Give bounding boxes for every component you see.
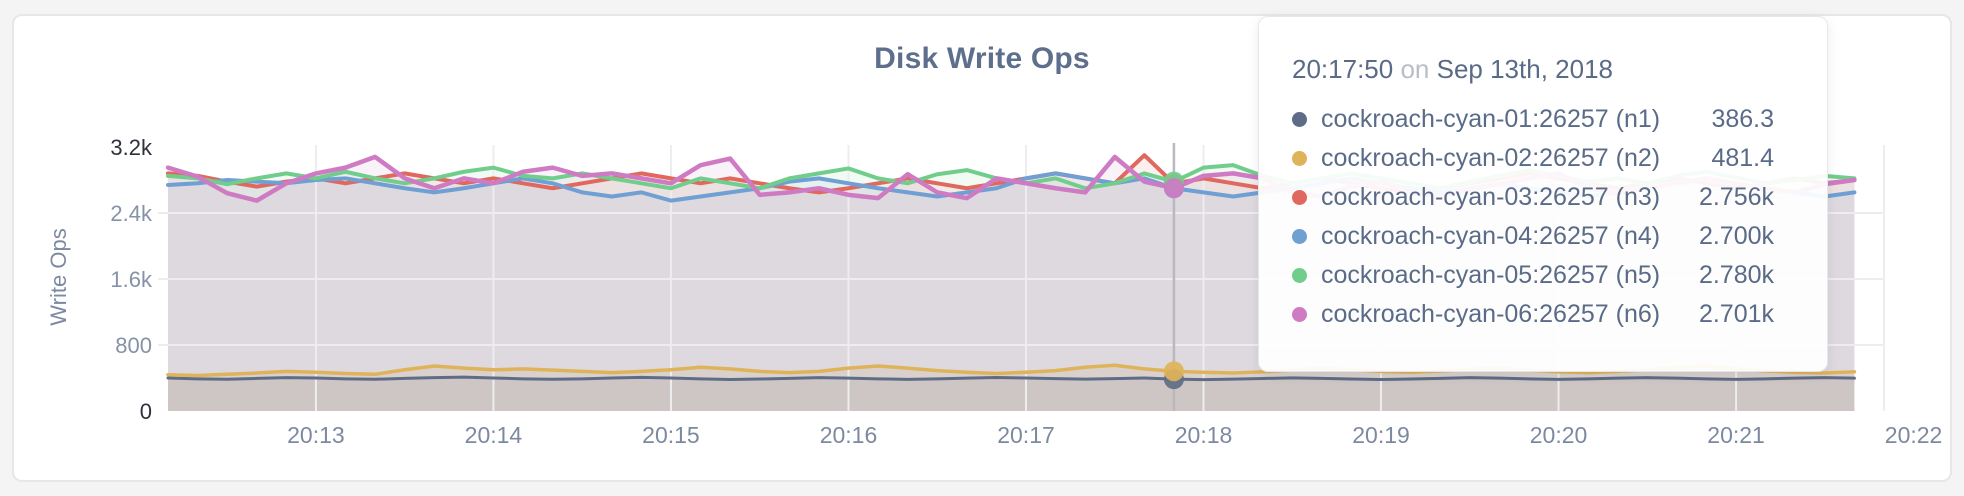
series-color-dot-icon — [1292, 112, 1307, 127]
series-color-dot-icon — [1292, 268, 1307, 283]
series-value: 2.780k — [1698, 261, 1774, 289]
svg-text:20:15: 20:15 — [642, 422, 700, 448]
svg-text:20:14: 20:14 — [465, 422, 523, 448]
tooltip-time: 20:17:50 — [1292, 54, 1394, 84]
x-axis-labels: 20:13 20:14 20:15 20:16 20:17 20:18 20:19 20:20… — [287, 422, 1942, 448]
tooltip-series-list: cockroach-cyan-01:26257 (n1) 386.3 cockr… — [1292, 100, 1774, 334]
y-axis-labels: 3.2k 2.4k 1.6k 800 0 — [110, 135, 153, 424]
tooltip-series-row: cockroach-cyan-02:26257 (n2) 481.4 — [1292, 139, 1774, 178]
series-label: cockroach-cyan-01:26257 (n1) — [1321, 105, 1661, 133]
series-value: 2.756k — [1698, 183, 1774, 211]
hover-point-dot — [1163, 361, 1184, 382]
tooltip-series-row: cockroach-cyan-04:26257 (n4) 2.700k — [1292, 217, 1774, 256]
series-color-dot-icon — [1292, 151, 1307, 166]
svg-text:20:19: 20:19 — [1352, 422, 1410, 448]
tooltip-connector: on — [1400, 54, 1430, 84]
series-label: cockroach-cyan-03:26257 (n3) — [1321, 183, 1661, 211]
svg-text:20:20: 20:20 — [1530, 422, 1588, 448]
svg-text:800: 800 — [115, 333, 152, 358]
series-label: cockroach-cyan-02:26257 (n2) — [1321, 144, 1661, 172]
svg-text:20:22: 20:22 — [1885, 422, 1943, 448]
series-color-dot-icon — [1292, 307, 1307, 322]
series-value: 481.4 — [1711, 144, 1774, 172]
svg-text:20:21: 20:21 — [1707, 422, 1765, 448]
tooltip-series-row: cockroach-cyan-06:26257 (n6) 2.701k — [1292, 295, 1774, 334]
tooltip-series-row: cockroach-cyan-03:26257 (n3) 2.756k — [1292, 178, 1774, 217]
svg-text:2.4k: 2.4k — [110, 201, 153, 226]
svg-text:1.6k: 1.6k — [110, 267, 153, 292]
chart-title: Disk Write Ops — [874, 42, 1090, 75]
series-value: 2.701k — [1698, 300, 1774, 328]
tooltip-series-row: cockroach-cyan-05:26257 (n5) 2.780k — [1292, 256, 1774, 295]
series-label: cockroach-cyan-04:26257 (n4) — [1321, 222, 1661, 250]
series-label: cockroach-cyan-06:26257 (n6) — [1321, 300, 1661, 328]
tooltip-series-row: cockroach-cyan-01:26257 (n1) 386.3 — [1292, 100, 1774, 139]
svg-text:3.2k: 3.2k — [110, 135, 153, 160]
hover-tooltip: 20:17:50 on Sep 13th, 2018 cockroach-cya… — [1258, 16, 1828, 372]
svg-text:20:18: 20:18 — [1175, 422, 1233, 448]
series-color-dot-icon — [1292, 229, 1307, 244]
series-value: 2.700k — [1698, 222, 1774, 250]
svg-text:20:13: 20:13 — [287, 422, 345, 448]
hover-point-dot — [1163, 178, 1184, 199]
series-label: cockroach-cyan-05:26257 (n5) — [1321, 261, 1661, 289]
svg-text:0: 0 — [140, 399, 152, 424]
tooltip-header: 20:17:50 on Sep 13th, 2018 — [1292, 54, 1774, 85]
hover-guideline — [1163, 143, 1184, 411]
svg-text:20:17: 20:17 — [997, 422, 1055, 448]
series-value: 386.3 — [1711, 105, 1774, 133]
series-color-dot-icon — [1292, 190, 1307, 205]
svg-text:20:16: 20:16 — [820, 422, 878, 448]
tooltip-date: Sep 13th, 2018 — [1436, 54, 1613, 84]
